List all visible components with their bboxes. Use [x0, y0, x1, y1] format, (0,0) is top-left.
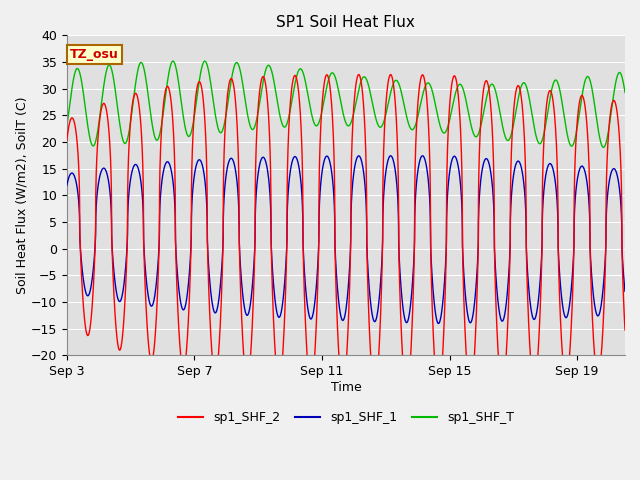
sp1_SHF_T — [169, 58, 177, 64]
sp1_SHF_T — [336, 94, 344, 100]
sp1_SHF_T — [600, 144, 607, 150]
sp1_SHF_1 — [387, 153, 394, 159]
sp1_SHF_T — [86, 136, 94, 142]
Line: sp1_SHF_1: sp1_SHF_1 — [67, 156, 625, 324]
sp1_SHF_2 — [435, 390, 442, 396]
sp1_SHF_1 — [65, 173, 73, 179]
sp1_SHF_T — [173, 67, 180, 72]
sp1_SHF_2 — [65, 120, 73, 126]
sp1_SHF_2 — [172, 266, 180, 272]
sp1_SHF_1 — [336, 307, 344, 312]
sp1_SHF_2 — [86, 325, 94, 331]
sp1_SHF_1 — [97, 171, 104, 177]
Line: sp1_SHF_T: sp1_SHF_T — [67, 61, 625, 147]
sp1_SHF_1 — [621, 288, 629, 294]
sp1_SHF_2 — [97, 112, 104, 118]
sp1_SHF_T — [591, 108, 599, 114]
sp1_SHF_T — [65, 105, 73, 110]
sp1_SHF_T — [621, 90, 629, 96]
X-axis label: Time: Time — [331, 381, 362, 394]
sp1_SHF_1 — [86, 288, 94, 294]
sp1_SHF_1 — [592, 307, 600, 313]
sp1_SHF_2 — [336, 365, 344, 371]
sp1_SHF_2 — [621, 327, 629, 333]
sp1_SHF_1 — [63, 182, 70, 188]
sp1_SHF_T — [63, 123, 70, 129]
Text: TZ_osu: TZ_osu — [70, 48, 118, 61]
Y-axis label: Soil Heat Flux (W/m2), SoilT (C): Soil Heat Flux (W/m2), SoilT (C) — [15, 96, 28, 294]
Title: SP1 Soil Heat Flux: SP1 Soil Heat Flux — [276, 15, 415, 30]
sp1_SHF_T — [97, 110, 104, 116]
sp1_SHF_2 — [592, 362, 600, 368]
sp1_SHF_2 — [63, 138, 70, 144]
sp1_SHF_1 — [435, 321, 442, 326]
Line: sp1_SHF_2: sp1_SHF_2 — [67, 74, 625, 393]
sp1_SHF_1 — [172, 254, 180, 260]
Legend: sp1_SHF_2, sp1_SHF_1, sp1_SHF_T: sp1_SHF_2, sp1_SHF_1, sp1_SHF_T — [173, 406, 519, 429]
sp1_SHF_2 — [355, 72, 363, 77]
